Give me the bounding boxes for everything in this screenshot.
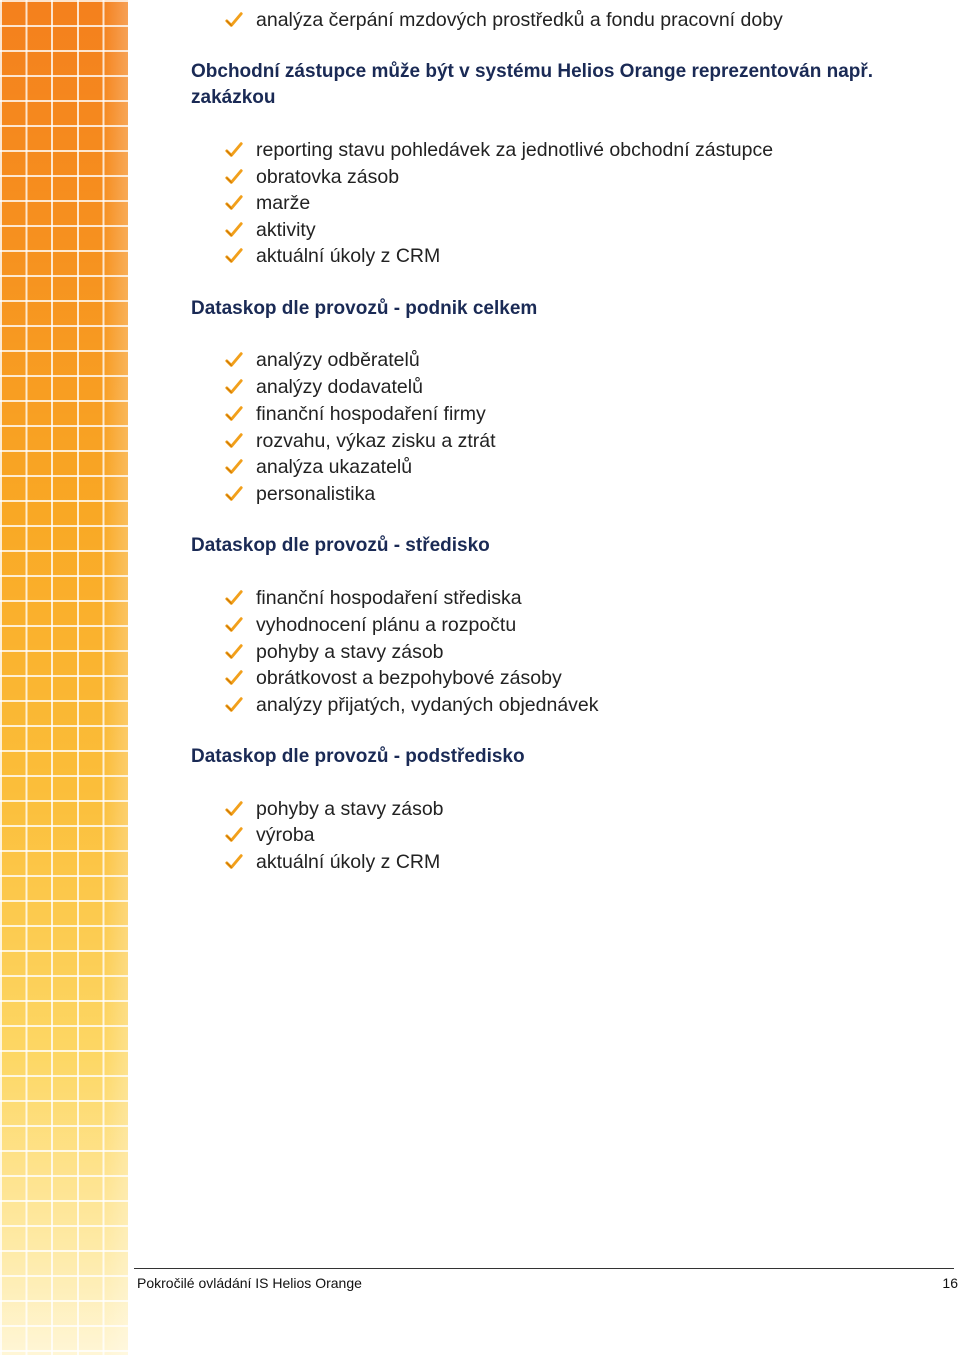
list-item-label: reporting stavu pohledávek za jednotlivé…	[256, 138, 774, 161]
list-item-label: výroba	[256, 823, 315, 846]
checkmark-icon	[225, 169, 243, 184]
list-item: pohyby a stavy zásob	[225, 797, 444, 821]
footer-title: Pokročilé ovládání IS Helios Orange	[137, 1275, 362, 1291]
section-heading: Obchodní zástupce může být v systému Hel…	[191, 61, 874, 108]
checkmark-icon	[225, 670, 243, 685]
checkmark-icon	[225, 406, 243, 421]
list-item: finanční hospodaření střediska	[225, 586, 522, 610]
list-item-label: finanční hospodaření firmy	[256, 402, 486, 425]
list-item: marže	[225, 191, 310, 215]
list-item: finanční hospodaření firmy	[225, 402, 486, 426]
list-item-label: analýza ukazatelů	[256, 455, 413, 478]
checkmark-icon	[225, 222, 243, 237]
list-item-label: aktivity	[256, 218, 316, 241]
footer-divider	[134, 1268, 954, 1269]
list-item: obratovka zásob	[225, 165, 399, 189]
list-item: aktuální úkoly z CRM	[225, 244, 440, 268]
list-item: vyhodnocení plánu a rozpočtu	[225, 613, 516, 637]
list-item-label: marže	[256, 191, 311, 214]
checkmark-icon	[225, 854, 243, 869]
list-item-label: analýzy dodavatelů	[256, 375, 423, 398]
list-item-label: aktuální úkoly z CRM	[256, 850, 441, 873]
side-band-grid	[0, 0, 128, 1355]
section-heading: Dataskop dle provozů - podnik celkem	[191, 298, 538, 319]
checkmark-icon	[225, 352, 243, 367]
list-item: aktivity	[225, 218, 316, 242]
decorative-side-band	[0, 0, 128, 1355]
list-item-label: analýzy přijatých, vydaných objednávek	[256, 693, 599, 716]
list-item: analýza čerpání mzdových prostředků a fo…	[225, 8, 783, 32]
checkmark-icon	[225, 617, 243, 632]
list-item-label: vyhodnocení plánu a rozpočtu	[256, 613, 517, 636]
checkmark-icon	[225, 433, 243, 448]
list-item: aktuální úkoly z CRM	[225, 850, 440, 874]
list-item: pohyby a stavy zásob	[225, 640, 444, 664]
list-item-label: personalistika	[256, 482, 376, 505]
checkmark-icon	[225, 827, 243, 842]
checkmark-icon	[225, 379, 243, 394]
checkmark-icon	[225, 248, 243, 263]
list-item-label: analýzy odběratelů	[256, 348, 420, 371]
list-item: personalistika	[225, 482, 375, 506]
list-item: obrátkovost a bezpohybové zásoby	[225, 666, 562, 690]
list-item-label: pohyby a stavy zásob	[256, 640, 444, 663]
list-item: analýzy přijatých, vydaných objednávek	[225, 693, 599, 717]
checkmark-icon	[225, 644, 243, 659]
list-item-label: pohyby a stavy zásob	[256, 797, 444, 820]
list-item-label: obrátkovost a bezpohybové zásoby	[256, 666, 562, 689]
list-item: analýzy odběratelů	[225, 348, 420, 372]
checkmark-icon	[225, 142, 243, 157]
list-item-label: rozvahu, výkaz zisku a ztrát	[256, 429, 496, 452]
list-item: reporting stavu pohledávek za jednotlivé…	[225, 138, 773, 162]
section-heading: Dataskop dle provozů - středisko	[191, 535, 490, 556]
checkmark-icon	[225, 590, 243, 605]
list-item-label: obratovka zásob	[256, 165, 400, 188]
list-item: analýzy dodavatelů	[225, 375, 423, 399]
side-band-fade	[0, 0, 128, 1355]
list-item-label: aktuální úkoly z CRM	[256, 244, 441, 267]
checkmark-icon	[225, 12, 243, 27]
list-item-label: finanční hospodaření střediska	[256, 586, 522, 609]
list-item: výroba	[225, 823, 315, 847]
list-item: analýza ukazatelů	[225, 455, 412, 479]
checkmark-icon	[225, 801, 243, 816]
checkmark-icon	[225, 486, 243, 501]
checkmark-icon	[225, 459, 243, 474]
page-number: 16	[942, 1275, 958, 1291]
checkmark-icon	[225, 697, 243, 712]
list-item-label: analýza čerpání mzdových prostředků a fo…	[256, 8, 783, 31]
checkmark-icon	[225, 195, 243, 210]
section-heading: Dataskop dle provozů - podstředisko	[191, 746, 525, 767]
list-item: rozvahu, výkaz zisku a ztrát	[225, 429, 496, 453]
